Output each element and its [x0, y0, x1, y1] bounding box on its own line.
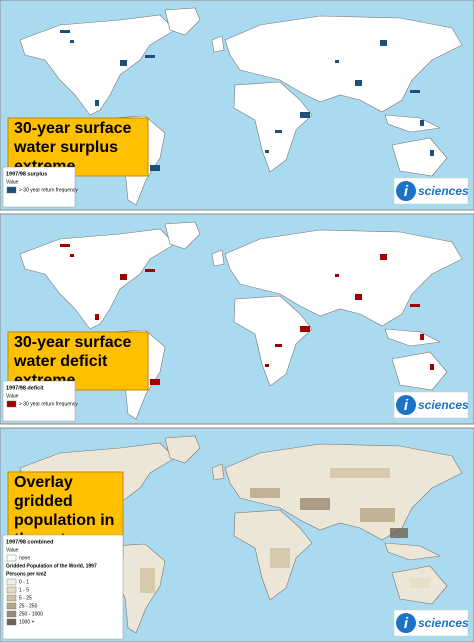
- legend-label: 1 - 5: [19, 587, 29, 593]
- legend-swatch: [6, 186, 17, 194]
- extreme-spot: [410, 90, 420, 93]
- legend-label: 0 - 1: [19, 579, 29, 585]
- extreme-spot: [335, 60, 339, 63]
- logo-mark: i: [404, 397, 409, 414]
- extreme-spot: [70, 254, 74, 257]
- logo-text: sciences: [418, 616, 469, 630]
- legend-value-label: Value: [6, 179, 19, 185]
- label-line: water surplus: [13, 139, 118, 156]
- extreme-spot: [300, 112, 310, 118]
- legend-label: 250 - 1000: [19, 611, 43, 617]
- legend-swatch: [6, 400, 17, 408]
- logo-badge: [396, 613, 416, 633]
- extreme-spot: [335, 274, 339, 277]
- legend-value-label: Value: [6, 393, 19, 399]
- extreme-spot: [145, 55, 155, 58]
- logo: i sciences: [393, 609, 469, 637]
- extreme-spot: [355, 80, 362, 86]
- extreme-spot: [420, 334, 424, 340]
- legend-label: 5 - 25: [19, 595, 32, 601]
- logo: i sciences: [393, 177, 469, 205]
- label-line: water deficit: [13, 353, 108, 370]
- logo-badge: [396, 181, 416, 201]
- extreme-spot: [275, 130, 282, 133]
- extreme-spot: [95, 314, 99, 320]
- label-box: [7, 117, 149, 177]
- legend-label: none: [19, 555, 30, 561]
- legend-label: > 30 year return frequency: [19, 187, 78, 193]
- legend: 1997/98 surplus Value> 30 year return fre…: [2, 166, 78, 208]
- logo-badge: [396, 395, 416, 415]
- extreme-spot: [355, 294, 362, 300]
- legend-swatch: [6, 594, 17, 602]
- extreme-spot: [430, 364, 434, 370]
- extreme-spot: [60, 244, 70, 247]
- logo-text: sciences: [418, 398, 469, 412]
- extreme-spot: [60, 30, 70, 33]
- extreme-spot: [70, 40, 74, 43]
- legend-swatch: [6, 610, 17, 618]
- legend-label: > 30 year return frequency: [19, 401, 78, 407]
- extreme-spot: [265, 150, 269, 153]
- legend-subtitle: Gridded Population of the World, 1997: [6, 563, 97, 569]
- population-patch: [390, 528, 408, 538]
- label-box: [7, 331, 149, 391]
- legend-swatch: [6, 578, 17, 586]
- logo-mark: i: [404, 615, 409, 632]
- extreme-spot: [150, 165, 160, 171]
- legend-swatch: [6, 618, 17, 626]
- legend-title: 1997/98 deficit: [6, 385, 44, 391]
- extreme-spot: [95, 100, 99, 106]
- extreme-spot: [150, 379, 160, 385]
- extreme-spot: [275, 344, 282, 347]
- extreme-spot: [380, 254, 387, 260]
- legend-swatch: [6, 554, 17, 562]
- legend-box: [2, 534, 124, 640]
- population-patch: [250, 488, 280, 498]
- legend-unit: Persons per km2: [6, 571, 47, 577]
- extreme-spot: [120, 274, 127, 280]
- population-patch: [140, 568, 155, 593]
- extreme-spot: [410, 304, 420, 307]
- population-patch: [270, 548, 290, 568]
- extreme-spot: [145, 269, 155, 272]
- legend-title: 1997/98 combined: [6, 539, 53, 545]
- label-line: population in: [14, 512, 114, 529]
- legend: 1997/98 deficit Value> 30 year return fre…: [2, 380, 78, 422]
- extreme-spot: [420, 120, 424, 126]
- logo-mark: i: [404, 183, 409, 200]
- population-patch: [300, 498, 330, 510]
- legend-swatch: [6, 602, 17, 610]
- label-line: gridded: [14, 493, 73, 510]
- population-patch: [410, 578, 430, 588]
- population-patch: [360, 508, 395, 522]
- extreme-spot: [120, 60, 127, 66]
- legend-title: 1997/98 surplus: [6, 171, 47, 177]
- legend-swatch: [6, 586, 17, 594]
- extreme-spot: [430, 150, 434, 156]
- label-line: Overlay: [14, 474, 73, 491]
- extreme-spot: [380, 40, 387, 46]
- extreme-spot: [265, 364, 269, 367]
- logo: i sciences: [393, 391, 469, 419]
- legend-label: 25 - 250: [19, 603, 38, 609]
- legend-label: 1000 +: [19, 619, 35, 625]
- extreme-spot: [300, 326, 310, 332]
- label-line: 30-year surface: [14, 334, 132, 351]
- label-line: 30-year surface: [14, 120, 132, 137]
- population-patch: [330, 468, 390, 478]
- logo-text: sciences: [418, 184, 469, 198]
- legend-value-label: Value: [6, 547, 19, 553]
